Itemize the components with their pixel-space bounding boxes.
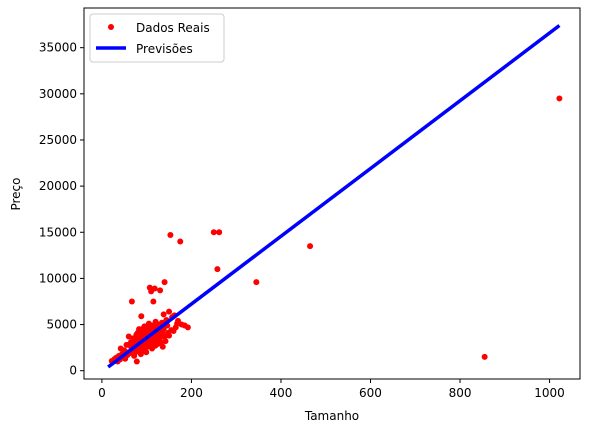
x-axis: 0 200 400 600 800 1000	[98, 379, 565, 400]
x-tick-label: 800	[449, 386, 472, 400]
data-point	[216, 229, 223, 236]
data-point	[166, 308, 173, 315]
data-layer	[107, 24, 563, 369]
y-tick-label: 15000	[39, 225, 77, 239]
legend-box	[89, 13, 225, 63]
data-point	[157, 287, 164, 294]
y-tick-label: 0	[69, 364, 77, 378]
data-point	[133, 358, 140, 365]
data-point	[162, 338, 169, 345]
legend-label-previsoes: Previsões	[136, 42, 193, 56]
data-point	[167, 232, 174, 239]
data-point	[556, 95, 563, 102]
data-point	[214, 266, 221, 273]
legend: Dados Reais Previsões	[89, 13, 225, 63]
data-point	[210, 229, 217, 236]
data-point	[151, 285, 158, 292]
legend-marker-dados-reais	[108, 24, 114, 30]
prediction-line	[107, 24, 561, 369]
x-axis-title: Tamanho	[304, 409, 359, 423]
y-tick-label: 35000	[39, 41, 77, 55]
y-axis-title: Preço	[9, 177, 23, 210]
data-point	[161, 279, 168, 286]
y-tick-label: 30000	[39, 87, 77, 101]
data-point	[128, 298, 135, 305]
data-point	[253, 279, 260, 286]
x-tick-label: 400	[270, 386, 293, 400]
data-point	[175, 317, 182, 324]
data-point	[138, 313, 145, 320]
data-point	[307, 243, 314, 250]
y-tick-label: 20000	[39, 179, 77, 193]
data-point	[481, 353, 488, 360]
plot-frame	[83, 7, 581, 380]
data-point	[143, 349, 150, 356]
data-point	[177, 238, 184, 245]
data-point	[160, 311, 167, 318]
data-point	[159, 343, 166, 350]
x-tick-label: 1000	[534, 386, 565, 400]
data-point	[161, 333, 168, 340]
legend-label-dados-reais: Dados Reais	[136, 21, 210, 35]
y-axis: 0 5000 10000 15000 20000 25000 30000 35000	[39, 41, 84, 378]
x-tick-label: 600	[359, 386, 382, 400]
x-tick-label: 200	[180, 386, 203, 400]
data-point	[150, 298, 157, 305]
data-point	[184, 324, 191, 331]
x-tick-label: 0	[98, 386, 106, 400]
data-point	[166, 332, 173, 339]
y-tick-label: 5000	[46, 318, 77, 332]
y-tick-label: 25000	[39, 133, 77, 147]
y-tick-label: 10000	[39, 271, 77, 285]
